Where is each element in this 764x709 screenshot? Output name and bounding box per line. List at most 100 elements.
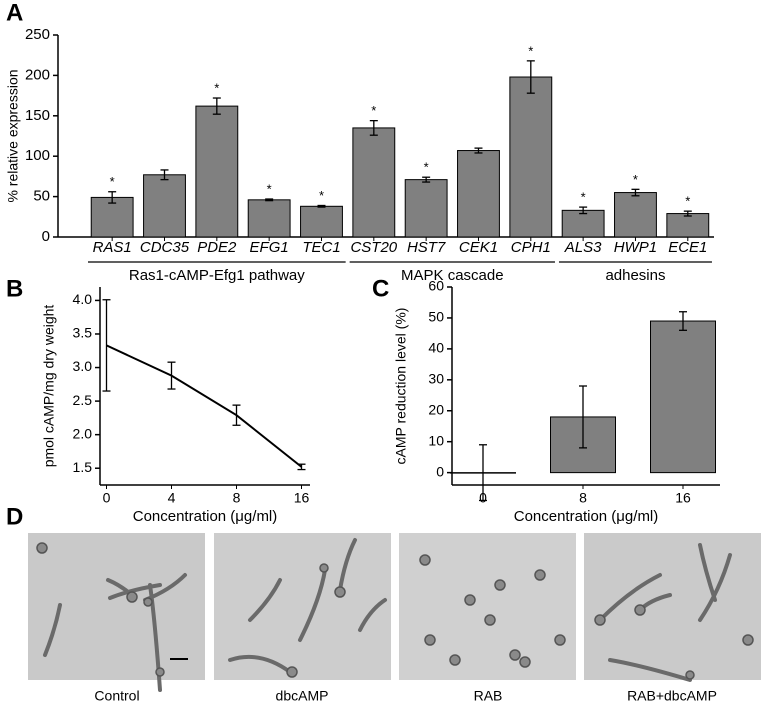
x-tick-label: 16 bbox=[675, 490, 691, 506]
y-axis-label: cAMP reduction level (%) bbox=[393, 308, 409, 465]
y-axis-label: pmol cAMP/mg dry weight bbox=[41, 305, 57, 468]
bar bbox=[561, 209, 605, 238]
error-bar bbox=[265, 198, 274, 202]
y-tick-label: 0 bbox=[436, 463, 444, 479]
bar bbox=[614, 192, 657, 238]
error-bar bbox=[474, 147, 483, 154]
y-tick-label: 3.5 bbox=[73, 325, 93, 341]
significance-marker: * bbox=[371, 103, 376, 118]
x-tick-label: PDE2 bbox=[197, 239, 237, 256]
x-axis-label: Concentration (μg/ml) bbox=[133, 508, 278, 525]
bar bbox=[247, 199, 291, 238]
significance-marker: * bbox=[110, 174, 115, 189]
y-tick-label: 4.0 bbox=[73, 291, 93, 307]
error-bar bbox=[579, 385, 587, 449]
bar bbox=[666, 213, 710, 238]
group-label: adhesins bbox=[605, 267, 665, 284]
significance-marker: * bbox=[633, 172, 638, 187]
significance-marker: * bbox=[685, 194, 690, 209]
x-tick-label: TEC1 bbox=[302, 239, 340, 256]
significance-marker: * bbox=[267, 181, 272, 196]
error-bar bbox=[479, 444, 487, 502]
bar bbox=[143, 174, 186, 238]
error-bar bbox=[297, 463, 306, 471]
significance-marker: * bbox=[214, 80, 219, 95]
significance-marker: * bbox=[528, 43, 533, 58]
y-tick-label: 3.0 bbox=[73, 358, 93, 374]
x-tick-label: CST20 bbox=[350, 239, 397, 256]
error-bar bbox=[526, 60, 535, 94]
y-tick-label: 40 bbox=[428, 340, 444, 356]
y-tick-label: 20 bbox=[428, 401, 444, 417]
x-tick-label: 4 bbox=[168, 490, 176, 506]
image-caption: dbcAMP bbox=[276, 688, 329, 704]
x-tick-label: CDC35 bbox=[140, 239, 190, 256]
error-bar bbox=[108, 191, 117, 204]
x-tick-label: 0 bbox=[103, 490, 111, 506]
y-tick-label: 0 bbox=[42, 228, 50, 245]
x-tick-label: RAS1 bbox=[93, 239, 132, 256]
x-tick-label: HST7 bbox=[407, 239, 446, 256]
error-bar bbox=[102, 299, 111, 392]
x-tick-label: 8 bbox=[579, 490, 587, 506]
panel-label: B bbox=[6, 275, 23, 302]
micrograph bbox=[584, 533, 761, 682]
significance-marker: * bbox=[319, 188, 324, 203]
x-tick-label: CPH1 bbox=[511, 239, 551, 256]
x-tick-label: 16 bbox=[294, 490, 310, 506]
x-tick-label: HWP1 bbox=[614, 239, 657, 256]
error-bar bbox=[631, 188, 640, 197]
y-tick-label: 50 bbox=[33, 188, 50, 205]
bar bbox=[457, 150, 500, 238]
error-bar bbox=[317, 204, 326, 208]
x-tick-label: ALS3 bbox=[564, 239, 602, 256]
bar bbox=[404, 179, 448, 238]
x-tick-label: 8 bbox=[233, 490, 241, 506]
error-bar bbox=[167, 361, 176, 390]
panel-label: D bbox=[6, 503, 23, 530]
x-tick-label: CEK1 bbox=[459, 239, 498, 256]
image-caption: RAB bbox=[474, 688, 503, 704]
error-bar bbox=[212, 97, 221, 115]
error-bar bbox=[232, 404, 241, 426]
micrograph bbox=[214, 533, 391, 680]
x-axis-label: Concentration (μg/ml) bbox=[514, 508, 659, 525]
error-bar bbox=[679, 311, 687, 331]
y-tick-label: 30 bbox=[428, 371, 444, 387]
y-tick-label: 50 bbox=[428, 309, 444, 325]
line bbox=[106, 344, 303, 468]
group-label: Ras1-cAMP-Efg1 pathway bbox=[129, 267, 305, 284]
micrograph bbox=[28, 533, 205, 692]
bar bbox=[90, 196, 134, 238]
y-tick-label: 250 bbox=[25, 26, 50, 43]
bar bbox=[300, 205, 343, 238]
micrograph bbox=[399, 533, 576, 680]
error-bar bbox=[683, 210, 692, 217]
image-caption: RAB+dbcAMP bbox=[627, 688, 717, 704]
y-tick-label: 150 bbox=[25, 107, 50, 124]
y-tick-label: 1.5 bbox=[73, 459, 93, 475]
significance-marker: * bbox=[424, 160, 429, 175]
error-bar bbox=[579, 206, 588, 215]
error-bar bbox=[422, 176, 431, 183]
image-caption: Control bbox=[94, 688, 139, 704]
error-bar bbox=[369, 119, 378, 136]
bar bbox=[509, 76, 553, 238]
panel-label: A bbox=[6, 0, 23, 26]
y-tick-label: 10 bbox=[428, 432, 444, 448]
y-tick-label: 200 bbox=[25, 66, 50, 83]
x-tick-label: ECE1 bbox=[668, 239, 707, 256]
bar bbox=[352, 127, 396, 238]
panel-label: C bbox=[372, 275, 389, 302]
group-label: MAPK cascade bbox=[401, 267, 504, 284]
x-tick-label: EFG1 bbox=[250, 239, 289, 256]
y-axis-label: % relative expression bbox=[5, 69, 21, 202]
y-tick-label: 2.0 bbox=[73, 425, 93, 441]
y-tick-label: 60 bbox=[428, 278, 444, 294]
y-tick-label: 2.5 bbox=[73, 392, 93, 408]
significance-marker: * bbox=[581, 190, 586, 205]
bar bbox=[195, 105, 239, 238]
y-tick-label: 100 bbox=[25, 147, 50, 164]
error-bar bbox=[160, 169, 169, 181]
